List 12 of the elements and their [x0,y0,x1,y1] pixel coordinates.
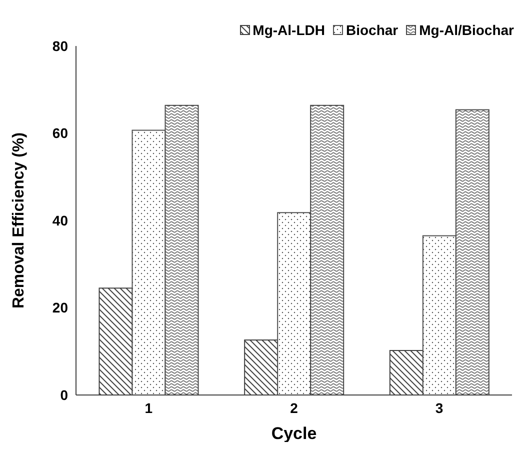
y-tick-label: 40 [52,212,68,228]
x-tick-label: 2 [290,400,298,416]
y-tick-label: 80 [52,38,68,54]
y-tick-label: 20 [52,300,68,316]
y-axis-title: Removal Efficiency (%) [10,132,28,309]
y-tick-label: 60 [52,125,68,142]
x-tick-label: 1 [144,400,153,416]
x-tick-label: 3 [435,400,444,416]
legend-label: Mg-Al-LDH [252,22,325,38]
y-tick-label: 0 [60,386,68,403]
legend-label: Mg-Al/Biochar [419,22,514,38]
legend-label: Biochar [346,22,398,38]
